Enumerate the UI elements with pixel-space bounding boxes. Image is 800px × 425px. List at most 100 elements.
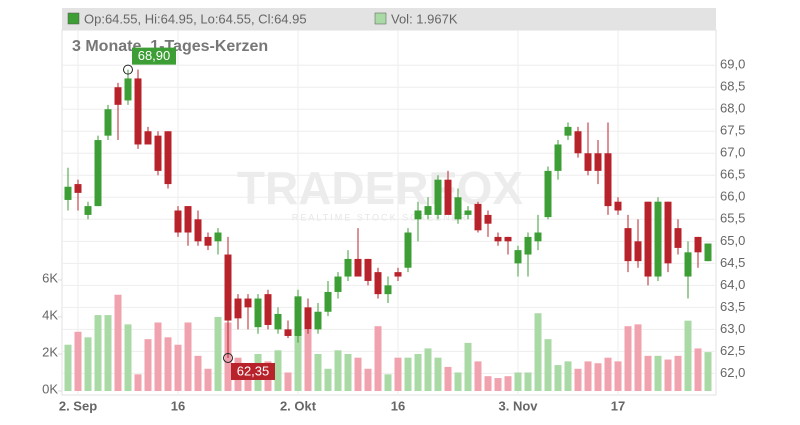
candle-body xyxy=(534,232,542,242)
x-tick-label: 2. Sep xyxy=(59,398,97,413)
volume-bar xyxy=(584,361,592,391)
y-tick-label: 68,5 xyxy=(720,79,745,94)
volume-bar xyxy=(504,376,512,391)
volume-bar xyxy=(674,355,682,391)
candle-body xyxy=(634,241,642,262)
y-tick-label: 65,0 xyxy=(720,233,745,248)
volume-bar xyxy=(284,372,292,391)
candle-body xyxy=(564,126,572,136)
candle-body xyxy=(664,201,672,264)
candle-body xyxy=(334,276,342,292)
volume-bar xyxy=(694,348,702,391)
candle-body xyxy=(524,236,532,255)
header-bar xyxy=(62,8,716,30)
volume-icon xyxy=(374,12,387,25)
candle-body xyxy=(344,258,352,277)
candle-body xyxy=(214,232,222,242)
volume-bar xyxy=(464,342,472,391)
candle-body xyxy=(204,236,212,246)
candle-body xyxy=(134,78,142,145)
candle-body xyxy=(394,272,402,277)
candle-body xyxy=(464,210,472,215)
candle-body xyxy=(604,153,612,207)
candle-body xyxy=(104,109,112,136)
candle-body xyxy=(324,291,332,312)
chart-title: 3 Monate, 1-Tages-Kerzen xyxy=(72,38,268,55)
candle-body xyxy=(264,294,272,325)
y2-tick-label: 0K xyxy=(42,381,58,396)
volume-bar xyxy=(534,313,542,391)
volume-bar xyxy=(174,344,182,391)
volume-bar xyxy=(294,328,302,391)
candle-body xyxy=(194,219,202,242)
candle-body xyxy=(354,258,362,277)
x-tick-label: 16 xyxy=(171,398,185,413)
volume-bar xyxy=(204,368,212,391)
volume-bar xyxy=(614,361,622,391)
candle-body xyxy=(254,298,262,328)
volume-bar xyxy=(304,329,312,391)
candle-body xyxy=(674,228,682,248)
candle-body xyxy=(154,135,162,171)
candle-body xyxy=(444,179,452,215)
candle-body xyxy=(74,184,82,193)
candle-body xyxy=(504,236,512,242)
candle-body xyxy=(294,296,302,336)
volume-bar xyxy=(194,355,202,391)
candle-body xyxy=(164,131,172,185)
volume-bar xyxy=(544,339,552,391)
volume-bar xyxy=(664,359,672,391)
candle-body xyxy=(94,140,102,207)
volume-bar xyxy=(434,357,442,391)
volume-bar xyxy=(84,337,92,391)
volume-bar xyxy=(144,339,152,391)
candle-body xyxy=(554,144,562,171)
volume-bar xyxy=(484,376,492,391)
volume-bar xyxy=(384,374,392,391)
x-tick-label: 16 xyxy=(391,398,405,413)
volume-bar xyxy=(414,353,422,391)
y-tick-label: 66,5 xyxy=(720,167,745,182)
candle-body xyxy=(484,214,492,224)
y-tick-label: 68,0 xyxy=(720,101,745,116)
y-tick-label: 62,0 xyxy=(720,365,745,380)
volume-bar xyxy=(344,353,352,391)
candle-body xyxy=(124,78,132,101)
candle-body xyxy=(234,298,242,319)
candle-body xyxy=(244,298,252,308)
volume-bar xyxy=(554,365,562,391)
y2-tick-label: 6K xyxy=(42,270,58,285)
candle-body xyxy=(414,210,422,220)
volume-bar xyxy=(514,372,522,391)
y-tick-label: 66,0 xyxy=(720,189,745,204)
volume-bar xyxy=(574,368,582,391)
candle-body xyxy=(284,329,292,336)
candle-body xyxy=(304,307,312,330)
header-volume: Vol: 1.967K xyxy=(391,11,458,26)
candle-body xyxy=(174,210,182,233)
y-tick-label: 62,5 xyxy=(720,343,745,358)
y2-tick-label: 4K xyxy=(42,307,58,322)
candle-body xyxy=(694,236,702,253)
candle-body xyxy=(364,258,372,281)
candle-body xyxy=(474,203,482,231)
plot-area xyxy=(61,29,717,396)
low-label: 62,35 xyxy=(237,363,270,378)
header-ohlc: Op:64.55, Hi:64.95, Lo:64.55, Cl:64.95 xyxy=(84,11,307,26)
candle-body xyxy=(684,252,692,277)
candle-body xyxy=(454,197,462,220)
candle-body xyxy=(224,254,232,321)
volume-bar xyxy=(524,372,532,391)
volume-bar xyxy=(704,352,712,391)
volume-bar xyxy=(644,355,652,391)
volume-bar xyxy=(604,357,612,391)
y-tick-label: 67,5 xyxy=(720,123,745,138)
candle-body xyxy=(704,243,712,262)
candle-body xyxy=(274,313,282,330)
y-tick-label: 67,0 xyxy=(720,145,745,160)
candle-body xyxy=(584,153,592,171)
y-tick-label: 63,5 xyxy=(720,299,745,314)
volume-bar xyxy=(184,322,192,391)
low-label-box xyxy=(231,362,275,380)
